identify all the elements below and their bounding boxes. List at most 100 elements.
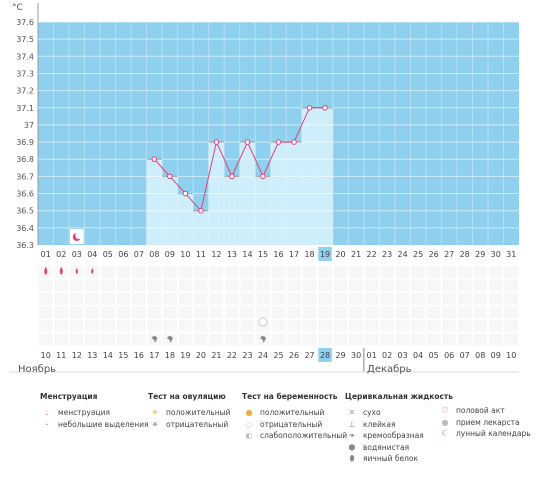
legend-item-label: водянистая <box>363 442 410 452</box>
legend-item[interactable]: ○ отрицательный <box>242 419 347 431</box>
icon-cell <box>504 320 518 332</box>
icon-cell <box>271 266 286 278</box>
legend-cervical: Церивкальная жидкость ✕ сухо ⊥ клейкая ❧ кр… <box>345 392 453 465</box>
icon-cell <box>209 333 224 346</box>
legend-item[interactable]: ⬢ водянистая <box>345 442 453 454</box>
icon-cell <box>240 279 255 292</box>
legend-item[interactable]: 💧︎ менструация <box>40 407 149 419</box>
icon-cell <box>85 306 100 319</box>
icon-cell <box>240 320 255 332</box>
icon-cell <box>473 266 487 278</box>
icon-cell <box>504 306 518 319</box>
sticky-icon: ⊥ <box>348 419 356 429</box>
icon-cell <box>147 279 162 292</box>
temperature-bar <box>177 193 194 245</box>
temperature-point[interactable] <box>167 173 173 180</box>
temperature-point[interactable] <box>229 173 235 180</box>
legend-title: Менструация <box>40 392 98 401</box>
cycle-day-label: 26 <box>429 250 439 259</box>
legend-item[interactable]: ☀ положительный <box>148 407 230 419</box>
legend-item[interactable]: ⊥ клейкая <box>345 419 453 431</box>
cycle-day-label: 07 <box>134 250 144 259</box>
icon-cell <box>271 293 286 305</box>
icon-cell <box>225 320 239 332</box>
icon-cell <box>364 266 379 278</box>
cycle-day-label: 28 <box>460 250 470 259</box>
legend-item[interactable]: 💧︎ небольшие выделения <box>40 419 149 431</box>
temperature-point[interactable] <box>291 139 297 145</box>
cycle-day-label: 01 <box>41 250 51 259</box>
cycle-day-label: 20 <box>335 250 345 259</box>
temperature-point[interactable] <box>198 207 204 214</box>
sun-icon: ☀ <box>151 408 159 418</box>
icon-cell <box>380 306 394 319</box>
temperature-line <box>154 107 326 212</box>
icon-cell <box>426 306 441 319</box>
circle-half-icon: ◐ <box>245 431 253 441</box>
temperature-point[interactable] <box>306 104 313 111</box>
icon-cell <box>178 293 193 305</box>
watery-icon: ⬢ <box>348 442 356 452</box>
icon-cell <box>411 306 425 319</box>
legend-item[interactable]: ◐ слабоположительный <box>242 430 348 442</box>
calendar-day-label: 01 <box>367 351 377 360</box>
circle-gray-icon: ○ <box>245 419 253 429</box>
cycle-day-label: 22 <box>367 250 377 259</box>
icon-cell <box>287 293 301 305</box>
calendar-day-label: 12 <box>72 351 82 360</box>
month-label-november: Ноябрь <box>18 364 57 375</box>
icon-cell <box>132 266 146 278</box>
calendar-day-label: 24 <box>258 351 268 360</box>
legend-item[interactable]: ♡ половой акт <box>438 405 531 417</box>
icon-cell <box>333 306 348 319</box>
temperature-point[interactable] <box>244 139 251 145</box>
calendar-day-label: 08 <box>475 351 485 360</box>
egg-white-icon: ⬮ <box>349 453 355 463</box>
icon-cell <box>380 293 394 305</box>
temperature-point[interactable] <box>260 173 266 180</box>
legend-item-label: прием лекарста <box>456 417 520 427</box>
cross-icon: ✕ <box>348 408 356 418</box>
legend-other: ♡ половой акт ● прием лекарста ☾ лунный кал… <box>438 405 531 440</box>
calendar-day-label: 27 <box>304 351 314 360</box>
icon-cell <box>39 279 53 292</box>
legend-item[interactable]: ☾ лунный календарь <box>438 428 530 440</box>
bbt-chart: 36.3 36.4 36.5 36.6 36.7 36.8 36.9 37 37.1 37.2 37… <box>10 3 519 373</box>
icon-cell <box>240 333 255 346</box>
temperature-point[interactable] <box>275 139 282 145</box>
legend-item[interactable]: ⬮ яичный белок <box>345 453 453 465</box>
legend-item-label: положительный <box>166 408 231 418</box>
icon-cell <box>256 293 270 305</box>
legend-pregnancy: Тест на беременность ● положительный ○ отр… <box>242 392 347 442</box>
legend-item[interactable]: ● положительный <box>242 407 347 419</box>
icon-cell <box>473 279 487 292</box>
temperature-point[interactable] <box>322 104 328 111</box>
cycle-day-label: 25 <box>413 250 423 259</box>
icon-cell <box>488 333 503 346</box>
calendar-day-label: 06 <box>444 351 454 360</box>
legend-item[interactable]: ● прием лекарста <box>438 417 531 429</box>
icon-cell <box>380 266 394 278</box>
icon-cell <box>70 279 84 292</box>
legend-item[interactable]: ✕ сухо <box>345 407 453 419</box>
icon-cell <box>101 333 115 346</box>
icon-cell <box>256 279 270 292</box>
y-tick-label: 37.3 <box>16 69 34 78</box>
legend-item-label: половой акт <box>456 406 505 416</box>
icon-cell <box>426 279 441 292</box>
temperature-point[interactable] <box>182 190 189 197</box>
icon-cell <box>256 306 270 319</box>
icon-cell <box>240 293 255 305</box>
legend-item[interactable]: ❧ кремообразная <box>345 430 453 442</box>
legend-item[interactable]: ☀ отрицательный <box>148 419 230 431</box>
legend-item-label: отрицательный <box>166 419 229 429</box>
cycle-day-label: 17 <box>289 250 299 259</box>
icon-cell <box>132 306 146 319</box>
temperature-point[interactable] <box>151 156 158 163</box>
calendar-day-label: 22 <box>227 351 237 360</box>
icon-cell <box>364 306 379 319</box>
temperature-point[interactable] <box>213 139 220 145</box>
cycle-day-label: 06 <box>118 250 128 259</box>
calendar-day-label: 16 <box>134 351 144 360</box>
icon-cell <box>287 320 301 332</box>
